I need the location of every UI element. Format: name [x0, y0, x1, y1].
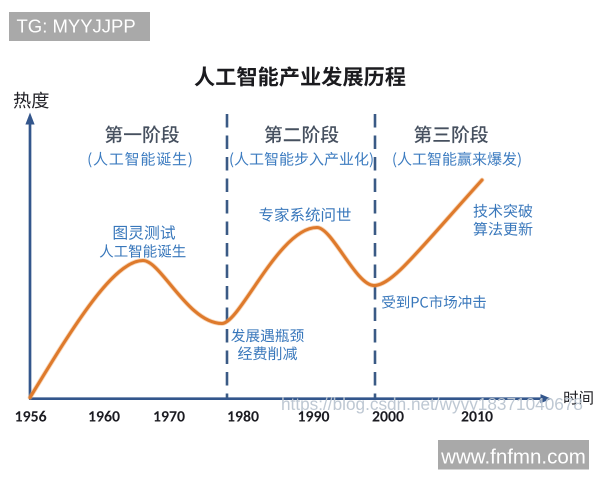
svg-text:www.fnfmn.com: www.fnfmn.com	[440, 446, 586, 469]
svg-text:https://blog.csdn.net/wyvy1837: https://blog.csdn.net/wyvy18371040678	[281, 394, 583, 414]
svg-text:TG: MYYJJPP: TG: MYYJJPP	[17, 16, 136, 37]
